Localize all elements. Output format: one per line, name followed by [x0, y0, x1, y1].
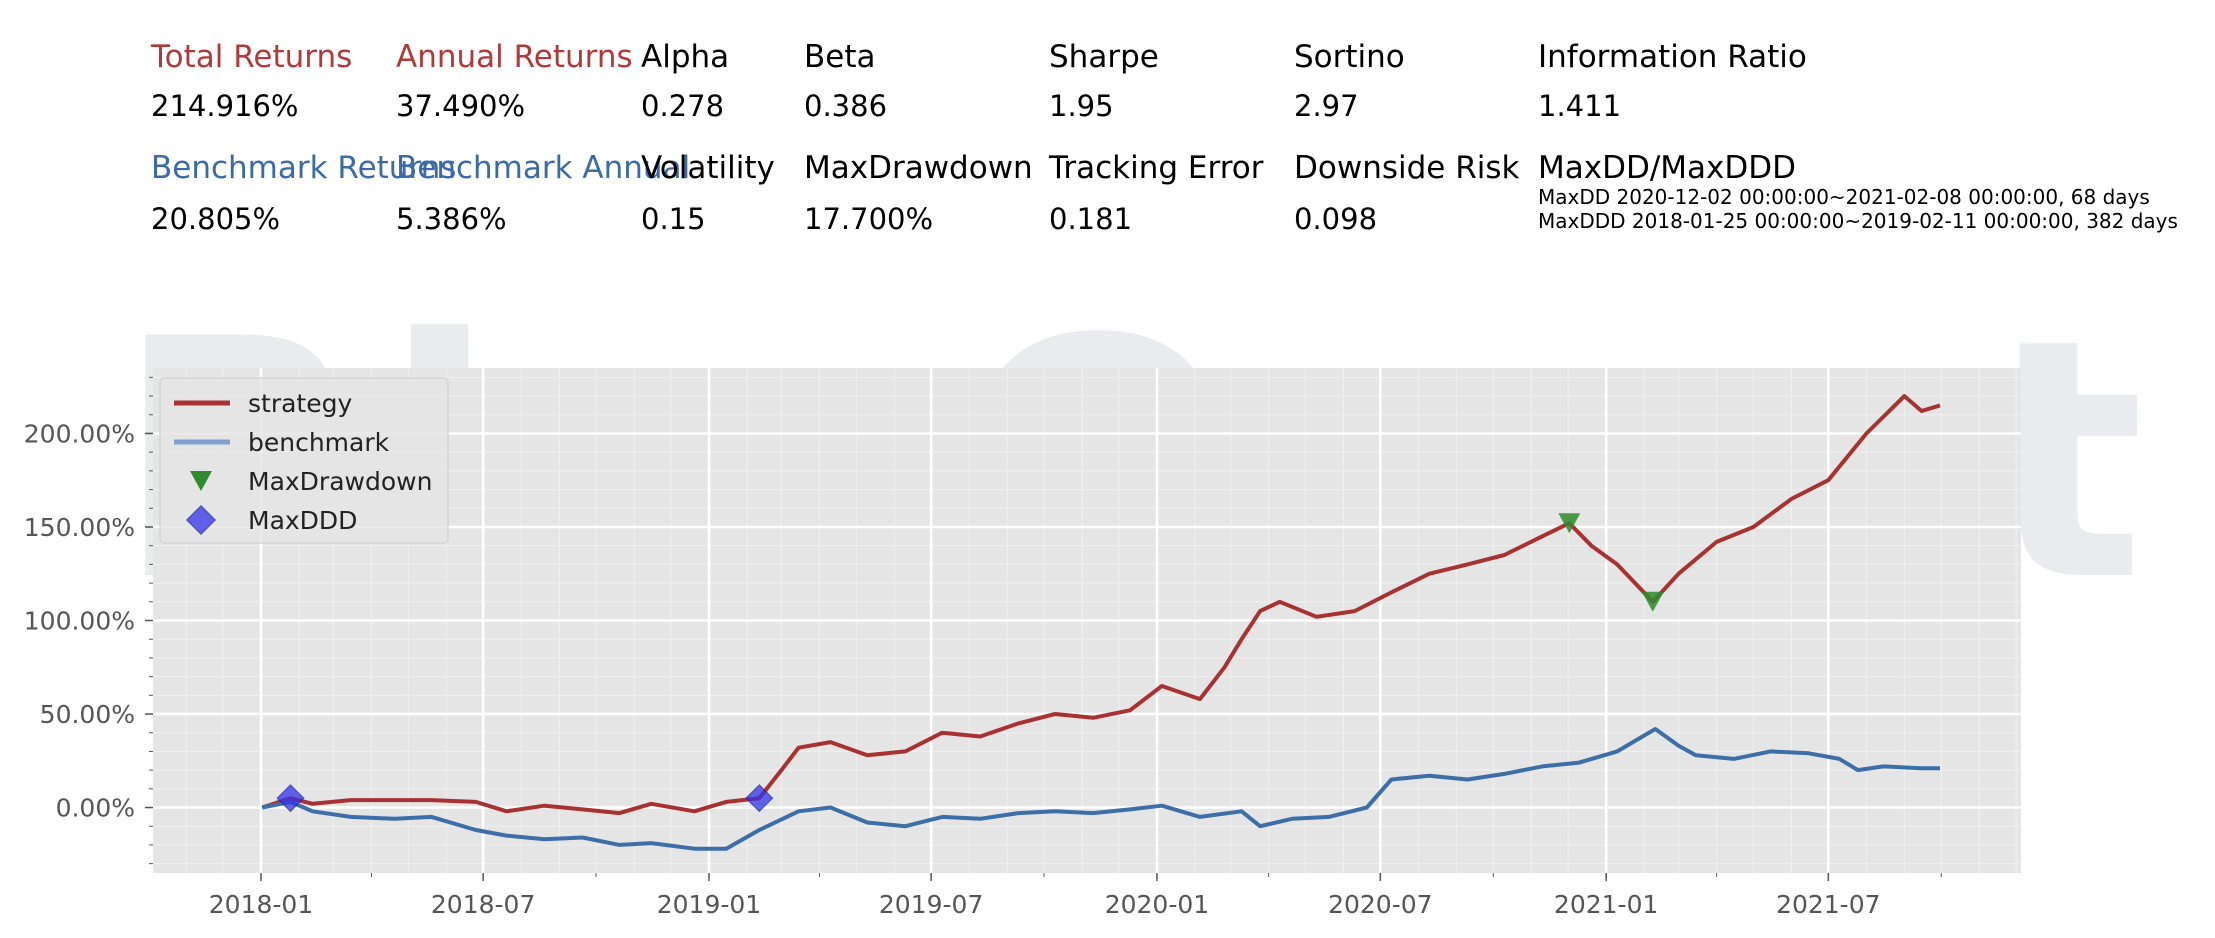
- legend-box: [159, 377, 449, 544]
- annual-returns-label: Annual Returns: [396, 39, 633, 75]
- annual-returns-value: 37.490%: [396, 89, 526, 123]
- sortino-label: Sortino: [1294, 39, 1405, 75]
- legend-label: benchmark: [248, 428, 390, 457]
- x-tick-label: 2021-07: [1776, 890, 1880, 919]
- strategy-line: [261, 394, 1941, 816]
- watermark-logo: RiceQuant: [115, 269, 2158, 653]
- downside-risk-value: 0.098: [1294, 202, 1378, 236]
- x-tick-label: 2020-07: [1328, 890, 1432, 919]
- tracking-error-value: 0.181: [1049, 202, 1133, 236]
- sortino-value: 2.97: [1294, 89, 1359, 123]
- x-tick-label: 2018-01: [209, 890, 313, 919]
- x-tick-label: 2020-01: [1105, 890, 1209, 919]
- y-tick-label: 150.00%: [24, 513, 135, 542]
- information-ratio-label: Information Ratio: [1538, 39, 1807, 75]
- volatility-value: 0.15: [641, 202, 706, 236]
- maxdrawdown-value: 17.700%: [804, 202, 934, 236]
- maxddd-marker: [745, 784, 774, 813]
- x-tick-label: 2019-01: [657, 890, 761, 919]
- information-ratio-value: 1.411: [1538, 89, 1622, 123]
- y-tick-label: 0.00%: [56, 794, 135, 823]
- sharpe-value: 1.95: [1049, 89, 1114, 123]
- total-returns-label: Total Returns: [151, 39, 353, 75]
- legend-maxdrawdown-swatch: [190, 471, 212, 491]
- x-tick-label: 2019-07: [879, 890, 983, 919]
- benchmark-annual-label: Benchmark Annual: [396, 150, 691, 186]
- maxdrawdown-marker: [1641, 591, 1664, 612]
- x-tick-label: 2018-07: [431, 890, 535, 919]
- benchmark-annual-value: 5.386%: [396, 202, 507, 236]
- x-tick-label: 2021-01: [1554, 890, 1658, 919]
- y-tick-label: 200.00%: [24, 419, 135, 448]
- benchmark-line: [261, 727, 1940, 851]
- y-tick-label: 100.00%: [24, 607, 135, 636]
- sharpe-label: Sharpe: [1049, 39, 1159, 75]
- total-returns-value: 214.916%: [151, 89, 299, 123]
- maxddd-marker: [276, 784, 305, 813]
- legend-label: MaxDrawdown: [248, 467, 432, 496]
- legend-label: strategy: [248, 389, 352, 418]
- alpha-value: 0.278: [641, 89, 725, 123]
- downside-risk-label: Downside Risk: [1294, 150, 1520, 186]
- volatility-label: Volatility: [641, 150, 775, 186]
- beta-value: 0.386: [804, 89, 888, 123]
- plot-area: [153, 368, 2021, 873]
- benchmark-returns-label: Benchmark Returns: [151, 150, 457, 186]
- maxdrawdown-marker: [1558, 513, 1581, 534]
- legend-maxddd-swatch: [185, 504, 217, 536]
- maxdrawdown-label: MaxDrawdown: [804, 150, 1033, 186]
- alpha-label: Alpha: [641, 39, 730, 75]
- maxddd-detail: MaxDDD 2018-01-25 00:00:00~2019-02-11 00…: [1538, 209, 2178, 233]
- benchmark-returns-value: 20.805%: [151, 202, 281, 236]
- legend-label: MaxDDD: [248, 506, 357, 535]
- tracking-error-label: Tracking Error: [1049, 150, 1264, 186]
- maxdd-maxddd-label: MaxDD/MaxDDD: [1538, 150, 1796, 186]
- maxdd-detail: MaxDD 2020-12-02 00:00:00~2021-02-08 00:…: [1538, 185, 2150, 209]
- y-tick-label: 50.00%: [40, 700, 135, 729]
- beta-label: Beta: [804, 39, 876, 75]
